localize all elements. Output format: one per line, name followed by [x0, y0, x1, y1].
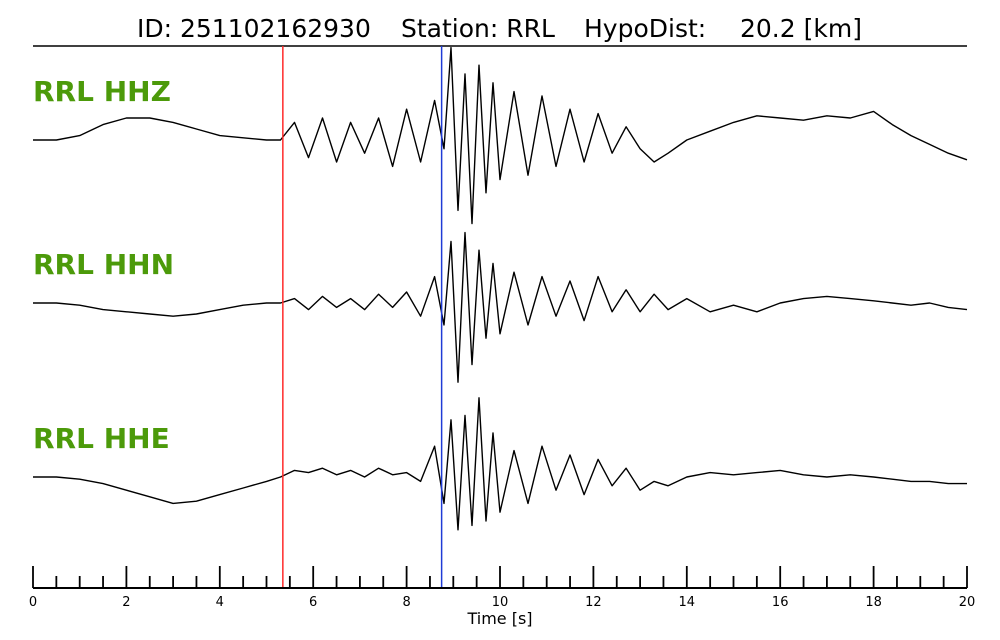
title-distance-value: 20.2 [km] [740, 14, 862, 43]
trace-label-hhz: RRL HHZ [33, 75, 171, 108]
tick-label: 12 [585, 595, 602, 610]
phase-picks [282, 46, 443, 588]
title-event-id: ID: 251102162930 [137, 14, 371, 43]
tick-label: 18 [865, 595, 882, 610]
trace-label-hhn: RRL HHN [33, 248, 174, 281]
tick-label: 4 [216, 595, 224, 610]
time-axis: 0 2 4 6 8 10 12 14 16 18 20 [29, 566, 975, 610]
tick-label: 2 [122, 595, 130, 610]
tick-label: 10 [492, 595, 509, 610]
trace-hhn [33, 231, 968, 383]
figure-title: ID: 251102162930 Station: RRL HypoDist: … [137, 14, 862, 43]
tick-label: 0 [29, 595, 37, 610]
tick-label: 14 [679, 595, 696, 610]
trace-label-hhe: RRL HHE [33, 422, 170, 455]
tick-label: 6 [309, 595, 317, 610]
tick-label: 8 [402, 595, 410, 610]
tick-label: 16 [772, 595, 789, 610]
title-hypodist-label: HypoDist: [584, 14, 706, 43]
trace-hhz [33, 46, 968, 225]
title-station: Station: RRL [401, 14, 555, 43]
trace-group [33, 46, 968, 531]
tick-label: 20 [959, 595, 976, 610]
x-axis-label: Time [s] [466, 609, 532, 628]
trace-hhe [33, 397, 967, 531]
